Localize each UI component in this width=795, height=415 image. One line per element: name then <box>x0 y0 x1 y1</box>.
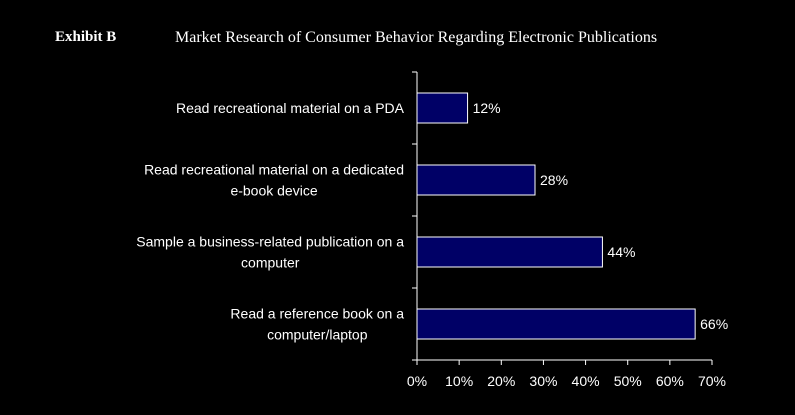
x-tick-label: 30% <box>529 373 557 389</box>
category-label: Read recreational material on a PDA <box>176 100 405 116</box>
x-tick-label: 0% <box>407 373 427 389</box>
chart-title: Market Research of Consumer Behavior Reg… <box>175 29 658 46</box>
category-label: Read recreational material on a dedicate… <box>144 162 404 178</box>
category-label: Sample a business-related publication on… <box>136 234 404 250</box>
bar <box>416 92 469 124</box>
category-label: computer/laptop <box>267 327 368 343</box>
chart-header: Exhibit B Market Research of Consumer Be… <box>0 0 795 60</box>
bar <box>416 164 536 196</box>
bar <box>416 236 603 268</box>
x-tick-label: 20% <box>487 373 515 389</box>
x-tick-label: 60% <box>656 373 684 389</box>
data-label: 12% <box>473 100 501 116</box>
x-tick-label: 50% <box>614 373 642 389</box>
category-label: Read a reference book on a <box>230 306 404 322</box>
data-label: 44% <box>607 244 635 260</box>
x-tick-label: 40% <box>572 373 600 389</box>
category-label: e-book device <box>230 183 317 199</box>
x-tick-label: 10% <box>445 373 473 389</box>
data-label: 66% <box>700 316 728 332</box>
category-label: computer <box>241 255 300 271</box>
x-tick-label: 70% <box>698 373 726 389</box>
data-label: 28% <box>540 172 568 188</box>
bar <box>416 308 696 340</box>
exhibit-label: Exhibit B <box>55 29 117 45</box>
